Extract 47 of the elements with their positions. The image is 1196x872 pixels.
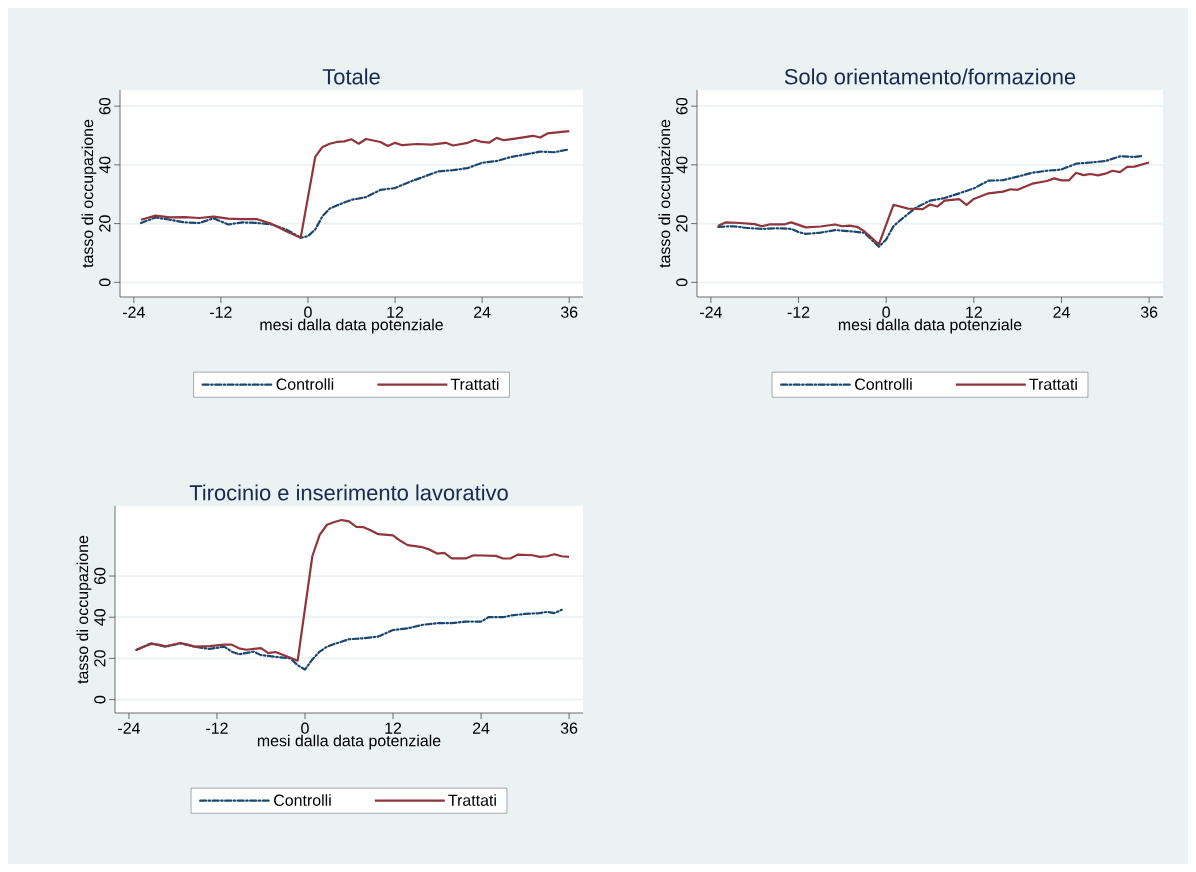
legend-label: Trattati xyxy=(450,378,499,390)
chart-title: Tirocinio e inserimento lavorativo xyxy=(189,484,508,501)
x-tick-label: 24 xyxy=(1053,306,1070,318)
chart-title: Totale xyxy=(322,68,380,85)
x-tick-label: 12 xyxy=(385,722,402,734)
x-tick-label: 36 xyxy=(560,722,578,734)
x-tick-label: -24 xyxy=(700,306,722,318)
y-tick-label: 60 xyxy=(676,97,688,115)
x-tick-label: 12 xyxy=(966,306,982,318)
chart-title: Solo orientamento/formazione xyxy=(784,68,1076,85)
y-tick-label: 40 xyxy=(99,156,111,174)
x-tick-label: 36 xyxy=(560,306,578,318)
y-tick-label: 40 xyxy=(94,608,106,626)
y-tick-label: 40 xyxy=(676,156,688,174)
x-tick-label: 24 xyxy=(474,306,491,318)
x-tick-label: 0 xyxy=(304,306,312,318)
x-tick-label: 24 xyxy=(472,722,490,734)
x-tick-label: -12 xyxy=(206,722,228,734)
legend-label: Controlli xyxy=(276,378,334,390)
x-tick-label: 0 xyxy=(301,722,309,734)
x-tick-label: -24 xyxy=(122,306,145,318)
x-tick-label: -12 xyxy=(787,306,810,318)
x-axis-title: mesi dalla data potenziale xyxy=(260,318,443,334)
y-tick-label: 60 xyxy=(99,97,111,115)
x-tick-label: -24 xyxy=(118,722,140,734)
x-tick-label: 12 xyxy=(387,306,404,318)
legend-label: Trattati xyxy=(448,794,496,806)
y-tick-label: 20 xyxy=(99,215,111,232)
legend-label: Controlli xyxy=(274,794,331,806)
y-axis-title: tasso di occupazione xyxy=(76,535,92,684)
y-tick-label: 60 xyxy=(94,567,106,585)
legend-label: Controlli xyxy=(855,378,912,390)
line-series xyxy=(139,129,571,239)
x-tick-label: 0 xyxy=(882,306,890,318)
y-tick-label: 0 xyxy=(676,278,688,287)
y-tick-label: 20 xyxy=(94,650,106,667)
y-axis-title: tasso di occupazione xyxy=(81,119,97,268)
x-tick-label: -12 xyxy=(210,306,232,318)
y-tick-label: 20 xyxy=(676,215,688,232)
x-tick-label: 36 xyxy=(1140,306,1158,318)
x-axis-title: mesi dalla data potenziale xyxy=(838,318,1022,334)
x-axis-title: mesi dalla data potenziale xyxy=(257,734,441,750)
y-tick-label: 0 xyxy=(94,695,106,704)
y-tick-label: 0 xyxy=(99,278,111,287)
line-series xyxy=(135,608,563,671)
legend-label: Trattati xyxy=(1029,378,1077,390)
y-axis-title: tasso di occupazione xyxy=(658,119,674,268)
